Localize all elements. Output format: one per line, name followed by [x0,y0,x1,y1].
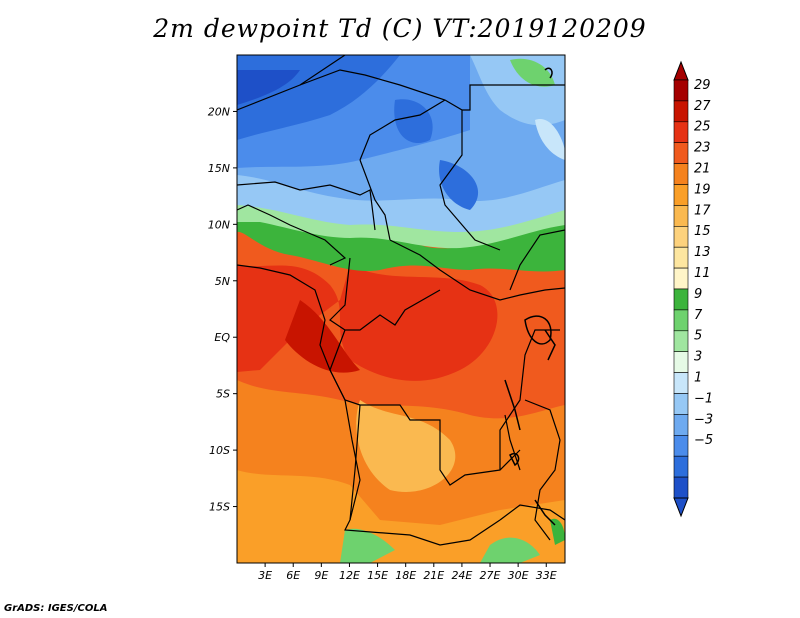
lon-tick-label: 27E [480,569,501,582]
country-borders [237,55,565,546]
colorbar-label: 25 [694,120,711,135]
colorbar-label: 23 [694,141,711,156]
lon-tick-label: 21E [423,569,444,582]
colorbar-label: 29 [694,78,711,93]
lat-tick-label: 20N [208,105,230,118]
colorbar-label: 5 [694,329,702,344]
colorbar-label: 9 [694,287,702,302]
colorbar-swatch [673,267,689,290]
lat-tick-label: 5N [215,275,230,288]
colorbar-label: 3 [694,350,702,365]
lon-tick-label: 24E [451,569,472,582]
colorbar-swatch [673,414,689,436]
colorbar-swatch [673,184,689,206]
colorbar: 29 27 25 23 21 19 17 15 13 11 9 7 5 3 1 −1 −3 −5 [673,60,713,518]
colorbar-swatch [673,100,689,123]
colorbar-swatch [673,121,689,144]
colorbar-label: −1 [694,391,713,406]
colorbar-swatch [673,246,689,269]
lon-tick-label: 9E [314,569,328,582]
colorbar-label: 15 [694,224,711,239]
lat-tick-label: 10N [208,218,230,231]
colorbar-label: 1 [694,371,702,386]
colorbar-label: 21 [694,162,711,177]
colorbar-swatch [673,330,689,352]
lat-tick-label: EQ [214,331,230,344]
colorbar-swatch [673,79,689,102]
lat-tick-label: 5S [216,388,230,401]
lon-tick-label: 33E [536,569,557,582]
lon-tick-label: 15E [367,569,388,582]
lon-tick-label: 30E [508,569,529,582]
colorbar-swatch [673,309,689,332]
axis-ticks: 20N 15N 10N 5N EQ 5S 10S 15S 3E 6E 9E 12E 15E 18E 21E 2… [208,105,557,582]
colorbar-label: 27 [694,99,711,114]
colorbar-label: 19 [694,182,711,197]
dewpoint-field [237,55,565,563]
colorbar-swatch [673,205,689,227]
colorbar-swatch [673,226,689,248]
colorbar-swatch [673,163,689,185]
colorbar-swatch [673,476,689,499]
lon-tick-label: 18E [395,569,416,582]
lon-tick-label: 6E [286,569,300,582]
colorbar-label: 11 [694,266,711,281]
colorbar-swatch [673,455,689,478]
lat-tick-label: 15S [209,501,230,514]
colorbar-label: 13 [694,245,711,260]
lakes [504,67,556,526]
credit-text: GrADS: IGES/COLA [4,603,108,614]
colorbar-label: −3 [694,412,713,427]
colorbar-label: 7 [694,308,703,323]
colorbar-top-arrow [673,60,689,81]
colorbar-swatch [673,288,689,311]
colorbar-swatch [673,434,689,457]
colorbar-label: 17 [694,203,711,218]
chart-title: 2m dewpoint Td (C) VT:2019120209 [153,14,647,43]
lat-tick-label: 10S [209,444,230,457]
lat-tick-label: 15N [208,162,230,175]
map-frame [236,54,566,564]
colorbar-swatch [673,351,689,373]
colorbar-swatch [673,372,689,394]
colorbar-label: −5 [694,433,713,448]
colorbar-swatch [673,393,689,415]
lon-tick-label: 12E [339,569,360,582]
colorbar-swatch [673,142,689,164]
colorbar-bottom-arrow [673,497,689,518]
lon-tick-label: 3E [258,569,272,582]
